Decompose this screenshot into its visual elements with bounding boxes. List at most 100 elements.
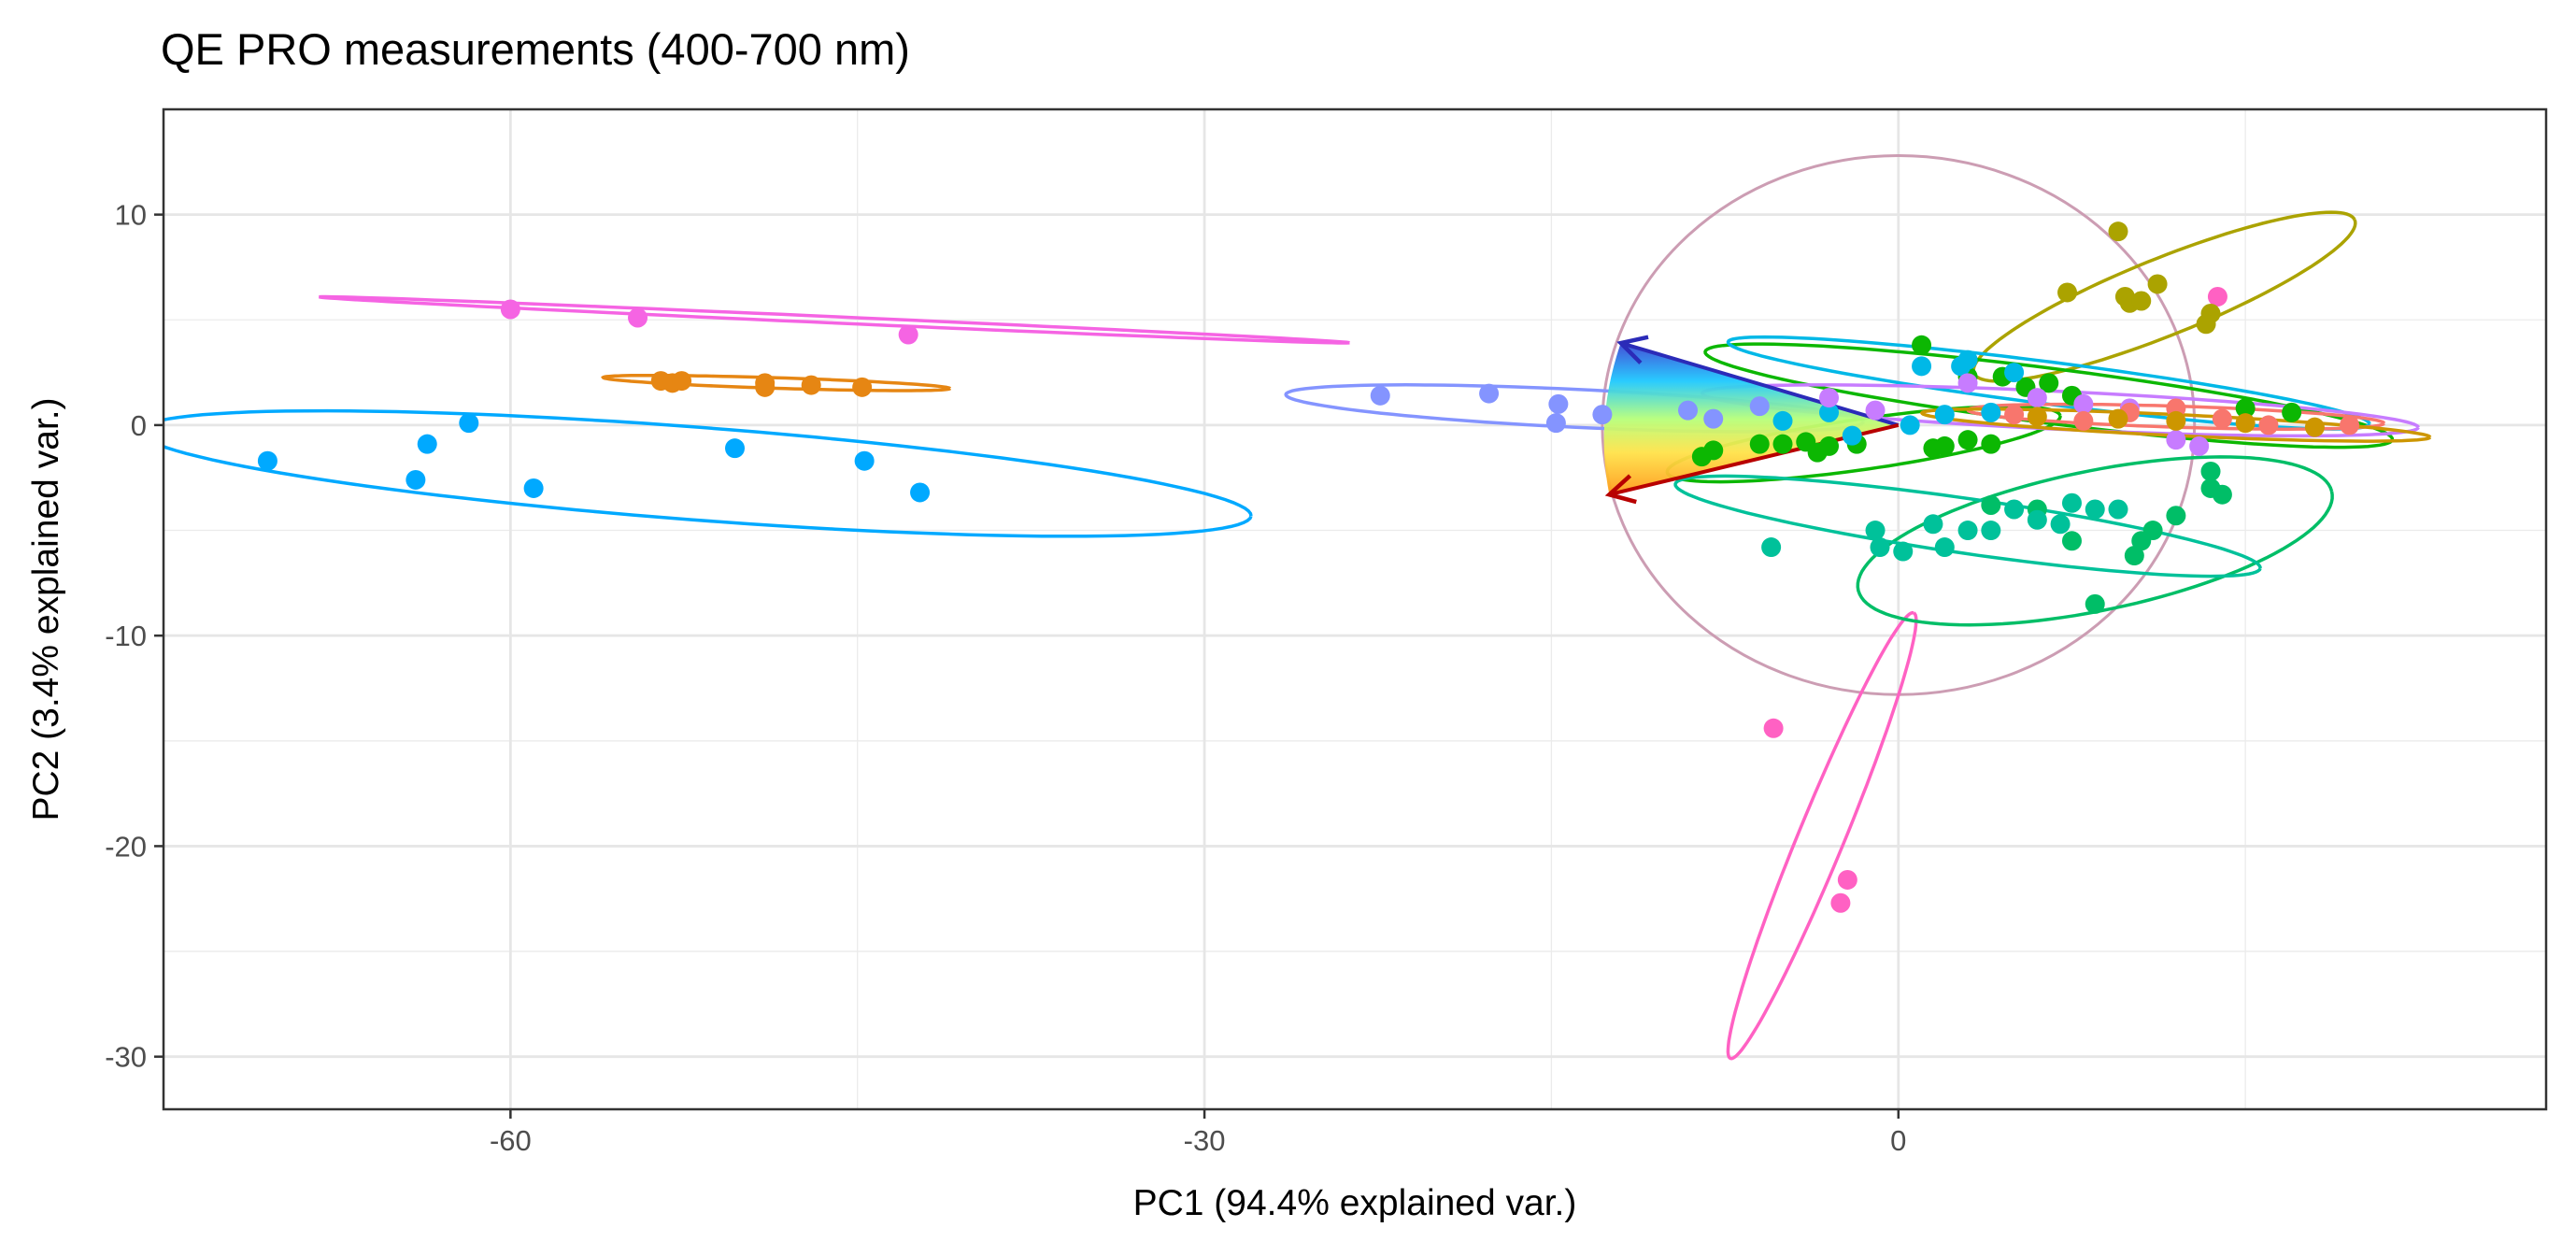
group-ellipse (1726, 335, 2371, 431)
data-point (1900, 415, 1920, 435)
data-point (2304, 417, 2325, 437)
data-point (2166, 430, 2186, 450)
data-point (2340, 415, 2360, 435)
data-point (1865, 400, 1886, 421)
data-point (523, 478, 544, 498)
data-point (1870, 537, 1890, 558)
group-ellipse (1673, 474, 2262, 578)
loading-arrow (1620, 341, 1900, 427)
y-axis-title: PC2 (3.4% explained var.) (26, 397, 66, 821)
data-point (1837, 869, 1857, 890)
y-tick-label: -20 (105, 830, 147, 863)
data-point (2212, 408, 2232, 429)
data-point (725, 438, 746, 459)
data-point (1479, 383, 1500, 404)
data-point (1934, 537, 1955, 558)
data-point (1703, 440, 1724, 461)
group-ellipse (1726, 610, 1918, 1061)
y-tick-label: -10 (105, 620, 147, 652)
data-point (1749, 434, 1770, 454)
data-point (1981, 521, 2001, 541)
data-point (2200, 461, 2221, 481)
data-point (1912, 356, 1932, 377)
data-point (628, 307, 648, 328)
data-point (1842, 425, 1862, 446)
x-tick-label: -30 (1184, 1124, 1226, 1157)
data-point (2166, 506, 2186, 526)
data-point (1370, 385, 1390, 406)
data-point (755, 373, 776, 393)
data-point (1981, 494, 2001, 515)
data-point (2108, 499, 2128, 520)
loadings-fan (1603, 343, 1899, 495)
data-point (1934, 405, 1955, 425)
chart-title: QE PRO measurements (400-700 nm) (161, 24, 910, 74)
data-point (1951, 356, 1971, 377)
data-point (1981, 434, 2001, 454)
data-point (852, 377, 873, 397)
data-point (2057, 282, 2078, 303)
data-point (1893, 541, 1914, 562)
loading-vectors (1603, 335, 1900, 505)
group-ellipse (1919, 407, 2432, 443)
data-point (2207, 286, 2227, 307)
panel-border (162, 107, 2548, 1111)
data-point (2004, 405, 2025, 425)
data-point (459, 413, 479, 434)
x-axis-title: PC1 (94.4% explained var.) (1133, 1183, 1577, 1223)
data-point (2124, 546, 2144, 566)
data-point (910, 482, 931, 503)
data-point (1957, 430, 1978, 450)
x-axis-ticks: -60 -30 0 (490, 1109, 1906, 1157)
data-point (1545, 413, 1566, 434)
loading-arrowhead (1616, 335, 1649, 364)
data-point (2108, 221, 2128, 242)
data-point (2061, 492, 2082, 513)
x-tick-label: 0 (1890, 1124, 1906, 1157)
data-point (1819, 388, 1840, 408)
data-point (1957, 373, 1978, 393)
data-point (1703, 408, 1724, 429)
data-point (2073, 410, 2094, 431)
data-point (2131, 531, 2152, 551)
data-point (1548, 393, 1569, 414)
data-point (2235, 398, 2256, 419)
group-ellipse (1703, 342, 2395, 450)
plot-panel (164, 109, 2546, 1109)
data-point (2235, 413, 2256, 434)
data-point (1934, 435, 1955, 456)
data-point (2282, 402, 2302, 422)
data-point (1772, 410, 1793, 431)
y-tick-label: 0 (131, 409, 147, 442)
data-point (2073, 393, 2094, 414)
data-point (1957, 521, 1978, 541)
data-point (2189, 435, 2210, 456)
data-point (854, 450, 875, 471)
data-point (1912, 335, 1932, 355)
group-ellipse (164, 408, 1253, 538)
data-point (2027, 388, 2047, 408)
data-point (2147, 274, 2168, 294)
loading-arrowhead (1604, 474, 1637, 505)
data-point (2085, 593, 2105, 614)
data-point (2108, 408, 2128, 429)
data-point (1981, 402, 2001, 422)
data-point (2004, 499, 2025, 520)
data-point (1865, 521, 1886, 541)
data-point (1761, 537, 1782, 558)
data-point (1678, 400, 1699, 421)
data-point (2027, 407, 2047, 427)
data-point (2166, 410, 2186, 431)
data-point (2085, 499, 2105, 520)
x-tick-label: -60 (490, 1124, 532, 1157)
data-point (500, 299, 520, 320)
y-axis-ticks: 10 0 -10 -20 -30 (105, 199, 164, 1074)
data-point (2200, 478, 2221, 498)
group-ellipse (319, 294, 1350, 345)
data-point (1819, 435, 1840, 456)
data-point (2131, 291, 2152, 311)
data-point (257, 450, 278, 471)
data-point (2258, 415, 2279, 435)
data-point (1923, 514, 1943, 535)
data-point (2039, 373, 2059, 393)
